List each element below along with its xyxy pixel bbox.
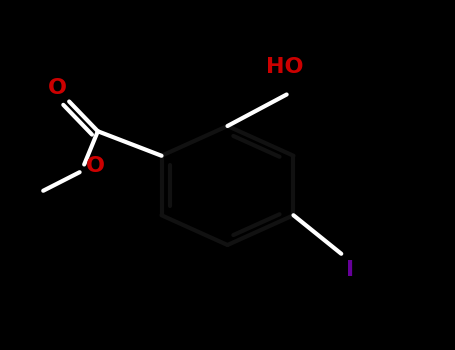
Text: O: O	[48, 78, 67, 98]
Text: O: O	[86, 155, 105, 176]
Text: I: I	[346, 260, 354, 280]
Text: HO: HO	[266, 57, 303, 77]
